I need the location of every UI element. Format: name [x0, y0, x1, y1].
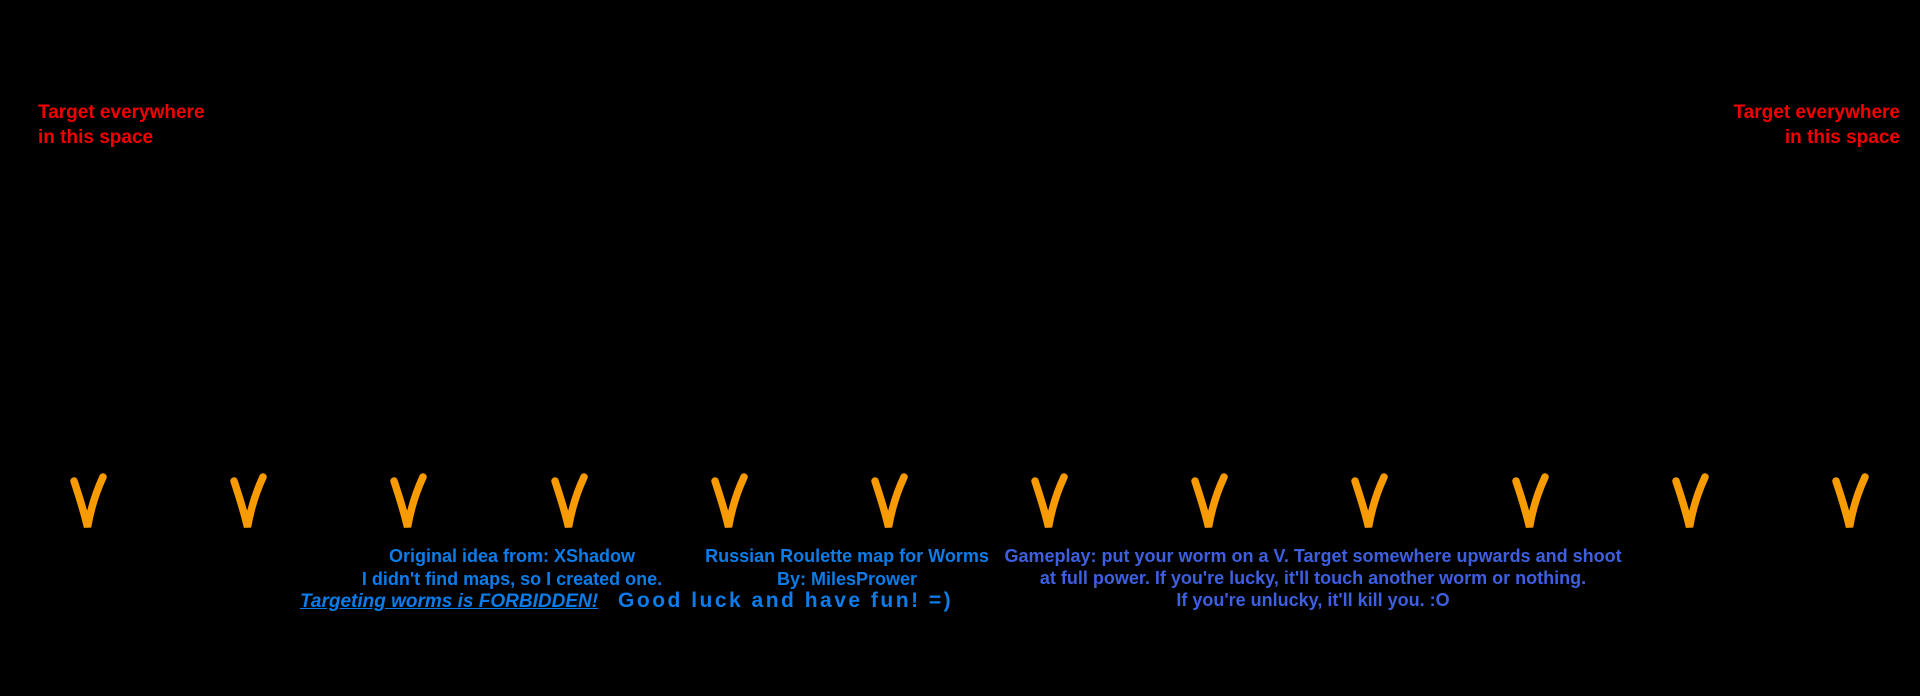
v-platform [550, 472, 588, 534]
target-note-left-line2: in this space [38, 127, 154, 148]
rules-line: Targeting worms is FORBIDDEN! Good luck … [300, 589, 953, 613]
map-title: Russian Roulette map for Worms [705, 546, 989, 566]
v-platform [69, 472, 107, 534]
target-note-right-line2: in this space [1784, 127, 1900, 148]
map-author: By: MilesPrower [776, 569, 918, 589]
gameplay-line1: Gameplay: put your worm on a V. Target s… [1004, 546, 1622, 566]
v-platform [870, 472, 908, 534]
v-platform [229, 472, 267, 534]
map-title-block: Russian Roulette map for Worms By: Miles… [705, 545, 989, 591]
v-platform [1831, 472, 1869, 534]
target-note-right-line1: Target everywhere [1733, 102, 1900, 123]
gameplay-line2: at full power. If you're lucky, it'll to… [1039, 568, 1587, 588]
v-platform [710, 472, 748, 534]
target-note-left-line1: Target everywhere [38, 102, 205, 123]
v-platform [1511, 472, 1549, 534]
forbidden-warning-text: Targeting worms is FORBIDDEN! [300, 591, 599, 612]
credits-origin-line2: I didn't find maps, so I created one. [361, 569, 663, 589]
v-platform [389, 472, 428, 534]
credits-origin-block: Original idea from: XShadow I didn't fin… [362, 545, 662, 591]
target-note-right: Target everywhere in this space [1733, 100, 1900, 150]
target-note-left: Target everywhere in this space [38, 100, 205, 150]
good-luck-text: Good luck and have fun! =) [618, 589, 954, 612]
gameplay-line3: If you're unlucky, it'll kill you. :O [1176, 590, 1450, 610]
v-platform [1190, 472, 1229, 534]
v-platform [1350, 472, 1389, 534]
v-platform [1030, 472, 1068, 534]
v-platform [1671, 472, 1709, 534]
gameplay-instructions-block: Gameplay: put your worm on a V. Target s… [1004, 545, 1621, 611]
credits-origin-line1: Original idea from: XShadow [388, 546, 636, 566]
